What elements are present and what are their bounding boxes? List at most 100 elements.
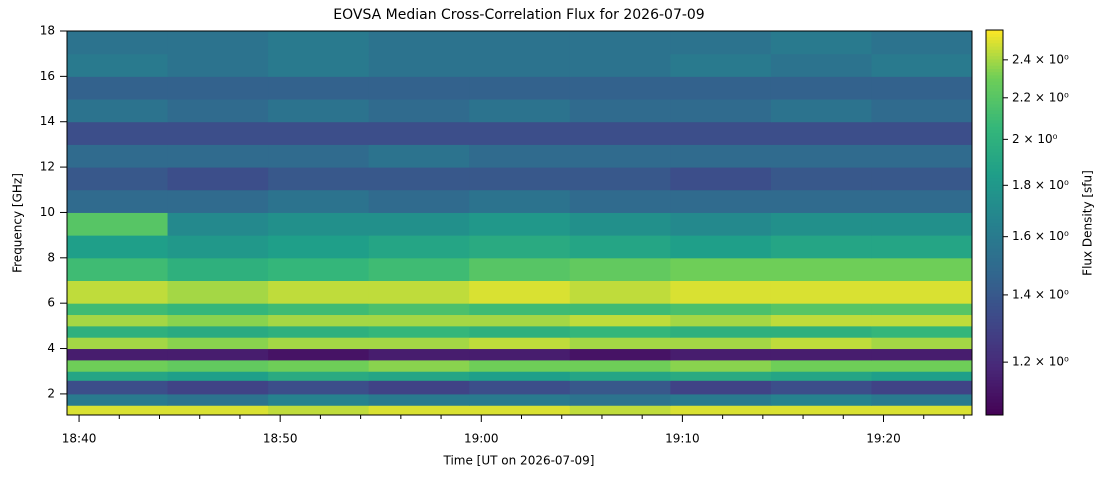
- colorbar-segment: [986, 321, 1003, 326]
- colorbar-segment: [986, 200, 1003, 204]
- colorbar-segment: [986, 46, 1003, 50]
- heatmap-cell: [871, 257, 973, 281]
- colorbar-segment: [986, 58, 1003, 63]
- colorbar-segment: [986, 62, 1003, 66]
- heatmap-cell: [268, 348, 370, 361]
- colorbar-segment: [986, 228, 1003, 233]
- heatmap-cell: [67, 405, 169, 416]
- heatmap-cell: [871, 144, 973, 168]
- colorbar-segment: [986, 129, 1003, 134]
- heatmap-cell: [167, 31, 269, 55]
- x-tick-label: 19:00: [464, 432, 499, 446]
- heatmap-cell: [871, 359, 973, 372]
- y-tick-label: 8: [47, 250, 55, 264]
- heatmap-cell: [268, 144, 370, 168]
- colorbar-segment: [986, 392, 1003, 397]
- heatmap-cell: [569, 359, 671, 372]
- heatmap-cell: [469, 189, 571, 213]
- heatmap-cell: [569, 31, 671, 55]
- heatmap-cell: [368, 212, 470, 236]
- heatmap-cell: [569, 144, 671, 168]
- colorbar-segment: [986, 190, 1003, 195]
- heatmap-cell: [770, 167, 872, 191]
- colorbar-segment: [986, 68, 1003, 73]
- colorbar-segment: [986, 177, 1003, 182]
- heatmap-cell: [871, 212, 973, 236]
- heatmap-cell: [569, 348, 671, 361]
- colorbar-tick-label: 1.2 × 10⁰: [1012, 355, 1069, 369]
- x-tick-label: 19:10: [665, 432, 700, 446]
- heatmap-cell: [368, 257, 470, 281]
- x-tick-label: 18:50: [263, 432, 298, 446]
- heatmap-cell: [167, 53, 269, 77]
- colorbar-segment: [986, 347, 1003, 352]
- heatmap-cell: [67, 53, 169, 77]
- plot-frame: [66, 30, 973, 416]
- heatmap-cell: [670, 405, 772, 416]
- colorbar-segment: [986, 402, 1003, 406]
- heatmap-cell: [167, 325, 269, 338]
- heatmap-cell: [268, 53, 370, 77]
- colorbar-segment: [986, 135, 1003, 140]
- heatmap-cell: [871, 167, 973, 191]
- heatmap-cell: [469, 76, 571, 100]
- heatmap-cell: [67, 99, 169, 123]
- colorbar-segment: [986, 164, 1003, 169]
- colorbar-segment: [986, 273, 1003, 278]
- colorbar-segment: [986, 161, 1003, 166]
- heatmap-cell: [569, 189, 671, 213]
- heatmap-cell: [368, 235, 470, 259]
- colorbar-segment: [986, 132, 1003, 137]
- heatmap-cell: [67, 212, 169, 236]
- colorbar-segment: [986, 293, 1003, 297]
- colorbar-segment: [986, 36, 1003, 41]
- heatmap-cell: [167, 99, 269, 123]
- heatmap-cell: [368, 380, 470, 395]
- heatmap-cell: [167, 393, 269, 406]
- heatmap-cell: [670, 380, 772, 395]
- heatmap-cell: [469, 371, 571, 381]
- colorbar-segment: [986, 184, 1003, 188]
- heatmap-cell: [770, 359, 872, 372]
- colorbar-segment: [986, 145, 1003, 150]
- colorbar-segment: [986, 286, 1003, 291]
- colorbar-segment: [986, 376, 1003, 381]
- colorbar-segment: [986, 42, 1003, 47]
- colorbar-segment: [986, 222, 1003, 227]
- heatmap-cell: [67, 348, 169, 361]
- heatmap-cell: [167, 235, 269, 259]
- heatmap-cell: [167, 348, 269, 361]
- heatmap-cell: [670, 31, 772, 55]
- heatmap-cell: [67, 303, 169, 316]
- y-tick-label: 4: [47, 341, 55, 355]
- colorbar-frame: [985, 29, 1004, 416]
- colorbar-segment: [986, 277, 1003, 281]
- heatmap-cell: [469, 280, 571, 304]
- heatmap-cell: [167, 280, 269, 304]
- heatmap-cell: [871, 189, 973, 213]
- colorbar-segment: [986, 411, 1003, 416]
- colorbar-segment: [986, 370, 1003, 374]
- heatmap-cell: [569, 257, 671, 281]
- heatmap-cell: [167, 76, 269, 100]
- heatmap-cell: [368, 371, 470, 381]
- heatmap-cell: [770, 99, 872, 123]
- heatmap-cell: [67, 76, 169, 100]
- heatmap-cell: [469, 144, 571, 168]
- colorbar-tick-label: 1.6 × 10⁰: [1012, 229, 1069, 243]
- colorbar-segment: [986, 386, 1003, 390]
- colorbar-segment: [986, 39, 1003, 44]
- colorbar-segment: [986, 113, 1003, 118]
- heatmap-cell: [569, 405, 671, 416]
- heatmap-cell: [670, 314, 772, 327]
- heatmap-cell: [670, 280, 772, 304]
- colorbar-segment: [986, 289, 1003, 294]
- heatmap-cell: [770, 189, 872, 213]
- heatmap-cell: [268, 235, 370, 259]
- colorbar-segment: [986, 341, 1003, 345]
- colorbar-tick-label: 2.2 × 10⁰: [1012, 90, 1069, 104]
- heatmap-cell: [770, 348, 872, 361]
- heatmap-cell: [670, 189, 772, 213]
- colorbar-segment: [986, 78, 1003, 82]
